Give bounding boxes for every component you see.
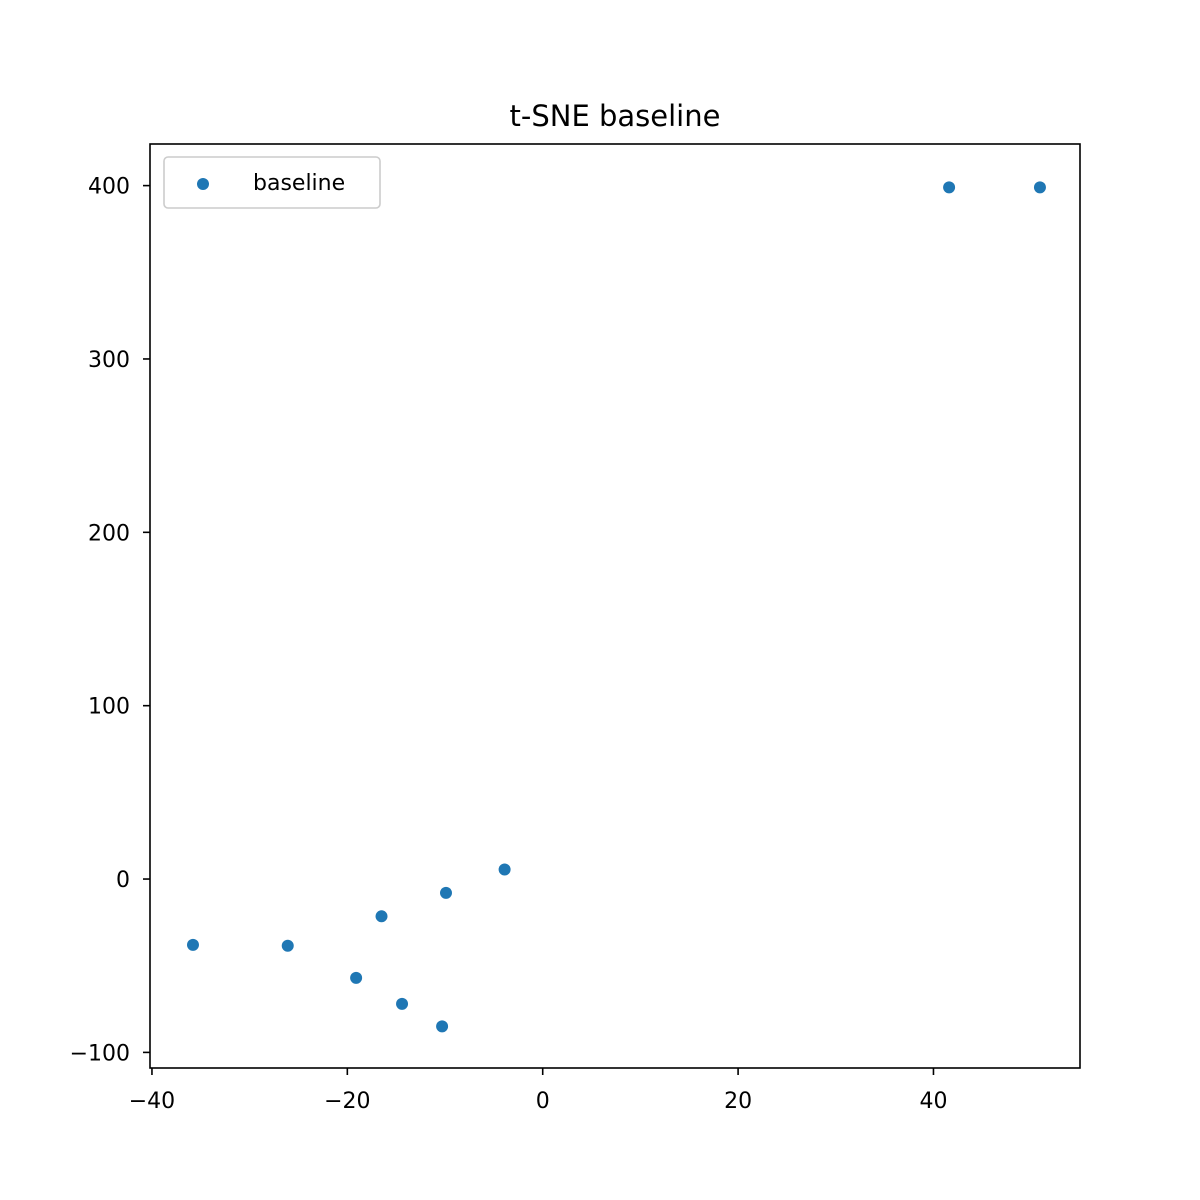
chart-title: t-SNE baseline	[510, 99, 721, 133]
legend-marker	[197, 178, 209, 190]
legend: baseline	[163, 156, 381, 209]
y-axis: −100 0 100 200 300 400	[70, 175, 150, 1066]
scatter-point	[1033, 181, 1046, 194]
scatter-point	[439, 886, 452, 899]
y-tick-label: 100	[88, 695, 130, 720]
scatter-point	[396, 997, 409, 1010]
y-tick-label: 0	[116, 868, 130, 893]
scatter-point	[281, 939, 294, 952]
x-tick-label: 40	[919, 1089, 947, 1114]
legend-label: baseline	[253, 171, 345, 196]
plot-frame	[149, 143, 1081, 1069]
scatter-point	[498, 863, 511, 876]
x-tick-label: −20	[324, 1089, 370, 1114]
scatter-point	[350, 971, 363, 984]
x-tick-label: 0	[536, 1089, 550, 1114]
y-tick-label: 200	[88, 521, 130, 546]
scatter-point	[943, 181, 956, 194]
scatter-point	[186, 938, 199, 951]
y-tick-label: 400	[88, 175, 130, 200]
y-tick-label: −100	[70, 1041, 130, 1066]
x-tick-label: −40	[129, 1089, 175, 1114]
x-axis: −40 −20 0 20 40	[129, 1068, 947, 1114]
y-tick-label: 300	[88, 348, 130, 373]
scatter-point	[375, 910, 388, 923]
scatter-point	[436, 1020, 449, 1033]
legend-box	[163, 156, 381, 209]
x-tick-label: 20	[724, 1089, 752, 1114]
